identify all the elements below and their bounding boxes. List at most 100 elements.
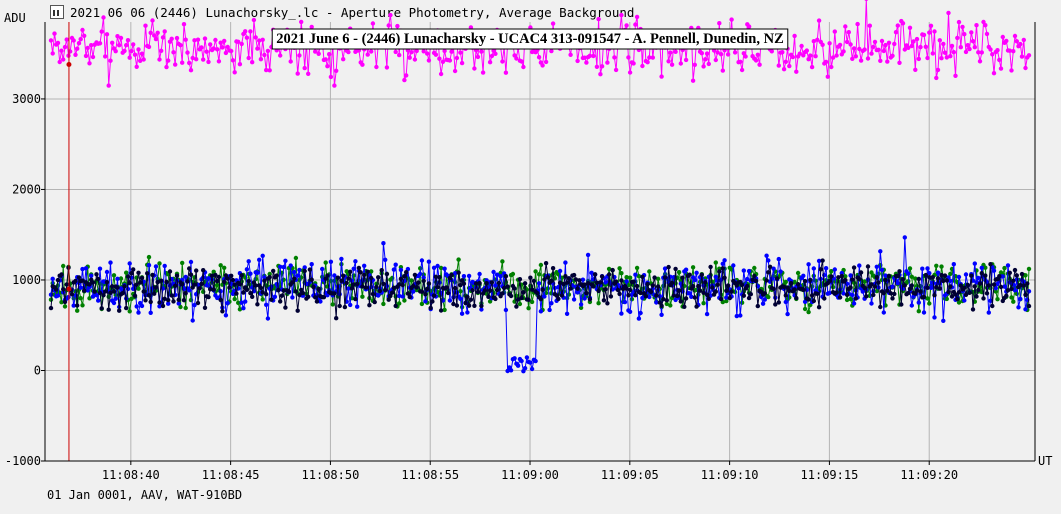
data-point [489, 53, 495, 59]
data-point [138, 58, 143, 63]
data-point [183, 37, 188, 42]
data-point [508, 368, 514, 373]
data-point [132, 52, 138, 57]
data-point [199, 281, 204, 287]
data-point [783, 59, 788, 64]
data-point [118, 35, 124, 41]
data-point [1012, 267, 1018, 273]
data-point [393, 262, 398, 267]
data-point [409, 278, 414, 283]
data-point [302, 65, 307, 71]
data-point [134, 64, 139, 70]
observation-caption: 01 Jan 0001, AAV, WAT-910BD [47, 488, 243, 502]
data-point [752, 265, 757, 271]
data-point [390, 290, 395, 295]
data-point [94, 272, 99, 277]
data-point [87, 61, 92, 66]
data-point [327, 52, 332, 57]
data-point [715, 282, 720, 287]
data-point [370, 21, 376, 26]
data-point [75, 46, 80, 51]
data-point [605, 60, 610, 65]
data-point [990, 52, 995, 57]
data-point [659, 312, 664, 317]
data-point [355, 281, 360, 287]
data-point [545, 286, 551, 291]
data-point [384, 271, 390, 277]
data-point [895, 23, 900, 28]
data-point [916, 300, 921, 305]
data-point [80, 266, 85, 272]
data-point [208, 287, 213, 292]
data-point [566, 292, 572, 297]
data-point [909, 274, 914, 279]
data-point [767, 264, 773, 269]
data-point [458, 50, 463, 55]
data-point [162, 263, 167, 269]
data-point [717, 269, 722, 274]
data-point [503, 70, 509, 75]
data-point [1005, 263, 1011, 268]
data-point [801, 273, 806, 278]
data-point [334, 68, 339, 74]
data-point [411, 289, 416, 294]
data-point [306, 294, 311, 299]
data-point [480, 70, 486, 75]
data-point [860, 289, 865, 294]
data-point [62, 299, 68, 305]
data-point [274, 273, 279, 278]
data-point [792, 33, 797, 39]
data-point [610, 267, 615, 273]
data-point [942, 50, 948, 55]
data-point [199, 45, 204, 50]
data-point [687, 272, 692, 277]
data-point [874, 275, 879, 280]
data-point [494, 272, 500, 277]
data-point [939, 56, 944, 61]
data-point [739, 300, 745, 305]
data-point [477, 271, 482, 277]
data-point [741, 51, 746, 56]
data-point [167, 269, 173, 274]
data-point [124, 270, 129, 275]
data-point [755, 52, 760, 57]
data-point [372, 299, 377, 305]
data-point [96, 276, 101, 282]
data-point [178, 304, 183, 310]
data-point [404, 270, 409, 275]
data-point [346, 286, 351, 291]
data-point [1009, 286, 1014, 292]
data-point [90, 280, 96, 285]
data-point [134, 304, 139, 309]
data-point [636, 274, 642, 279]
data-point [834, 53, 839, 58]
data-point [937, 286, 942, 291]
data-point [169, 293, 174, 298]
data-point [125, 38, 131, 43]
data-point [662, 266, 668, 271]
data-point [218, 297, 223, 303]
data-point [815, 291, 820, 296]
data-point [260, 297, 265, 302]
data-point [701, 290, 706, 295]
data-point [886, 273, 892, 279]
data-point [78, 296, 83, 301]
data-point [510, 271, 516, 277]
data-point [99, 306, 104, 311]
data-point [823, 266, 829, 271]
data-point [416, 280, 421, 285]
data-point [281, 288, 286, 293]
data-point [250, 294, 255, 299]
data-point [430, 299, 435, 304]
data-point [939, 272, 944, 278]
data-point [864, 0, 869, 1]
data-point [820, 42, 825, 47]
data-point [295, 273, 300, 278]
lightcurve-app-icon[interactable] [50, 5, 64, 19]
data-point [248, 290, 253, 296]
data-point [998, 284, 1004, 290]
data-point [54, 287, 59, 292]
data-point [269, 297, 274, 302]
data-point [851, 265, 857, 270]
